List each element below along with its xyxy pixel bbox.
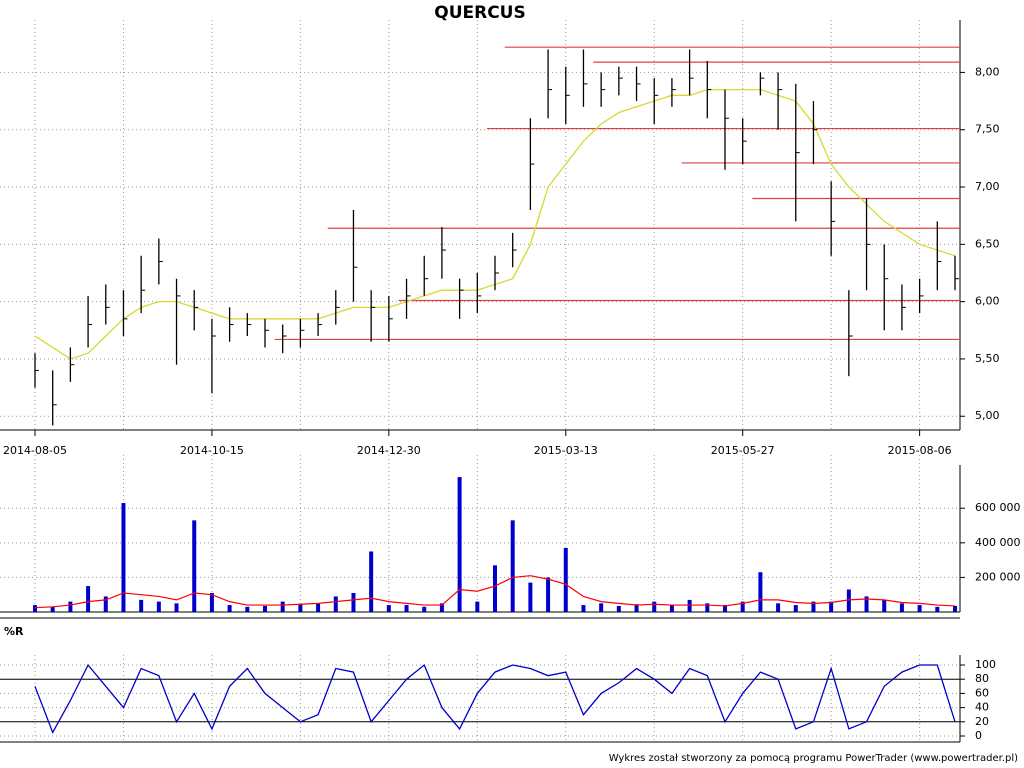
volume-bar [669,605,674,612]
volume-bar [33,605,37,612]
volume-bar [740,601,745,612]
x-tick-label: 2015-03-13 [534,444,598,457]
volume-average [34,575,956,609]
volume-bar [369,551,374,612]
volume-bar [174,603,179,612]
volume-bar [581,605,586,612]
y-tick-label: 80 [975,672,989,685]
chart-title: QUERCUS [434,3,525,23]
volume-bar [705,603,710,612]
y-tick-label: 8,00 [975,65,1000,78]
volume-bar [50,606,55,612]
volume-bar [227,605,232,612]
y-tick-label: 200 000 [975,570,1021,583]
volume-bar [298,604,303,612]
y-tick-label: 20 [975,715,989,728]
x-tick-label: 2014-08-05 [3,444,67,457]
y-tick-label: 400 000 [975,536,1021,549]
volume-bar [192,520,197,612]
volume-bar [422,606,427,612]
volume-bar [121,503,126,612]
volume-bar [599,603,604,612]
x-tick-label: 2015-08-06 [888,444,952,457]
volume-bar [139,599,144,612]
volume-bar [687,599,692,612]
volume-bar [510,520,515,612]
volume-bar [616,605,621,612]
volume-bar [493,565,497,612]
y-tick-label: 6,50 [975,237,1000,250]
volume-bar [404,605,409,612]
volume-bar [776,603,781,612]
footer: Wykres został stworzony za pomocą progra… [609,753,1018,764]
volume-bar [758,572,763,612]
y-tick-label: 0 [975,729,982,742]
volume-bar [864,596,869,612]
volume-bar [829,601,834,612]
x-tick-label: 2014-12-30 [357,444,421,457]
volume-bar [209,592,214,612]
y-tick-label: 7,50 [975,123,1000,136]
volume-bar [103,596,108,612]
volume-bar [475,601,480,612]
indicator-line [34,663,956,734]
volume-bar [68,601,73,612]
volume-bar [899,603,904,612]
volume-bar [546,577,551,612]
volume-bar [528,582,533,612]
volume-bar [846,589,851,612]
y-tick-label: 7,00 [975,180,1000,193]
y-tick-label: 60 [975,686,989,699]
y-tick-label: 5,50 [975,352,1000,365]
y-tick-label: 6,00 [975,295,1000,308]
panel-title: %R [4,625,24,638]
volume-bar [563,548,568,612]
volume-bar [386,605,391,612]
volume-bar [917,605,922,612]
volume-bar [652,601,657,612]
volume-bar [811,601,816,612]
x-tick-label: 2014-10-15 [180,444,244,457]
volume-bar [935,606,940,612]
volume-bar [263,605,267,612]
y-tick-label: 40 [975,701,989,714]
volume-bar [86,586,91,612]
volume-bar [882,599,887,612]
x-tick-label: 2015-05-27 [711,444,775,457]
volume-bar [245,606,250,612]
volume-bar [953,605,957,612]
volume-bar [156,601,161,612]
volume-bar [793,605,798,612]
y-tick-label: 100 [975,658,996,671]
volume-bar [316,603,321,612]
volume-bar [439,603,444,612]
volume-bar [723,605,727,612]
y-tick-label: 600 000 [975,501,1021,514]
volume-bar [351,592,356,612]
volume-bar [333,596,338,612]
volume-bar [457,477,462,612]
volume-bar [634,604,639,612]
y-tick-label: 5,00 [975,409,1000,422]
volume-bar [280,601,285,612]
